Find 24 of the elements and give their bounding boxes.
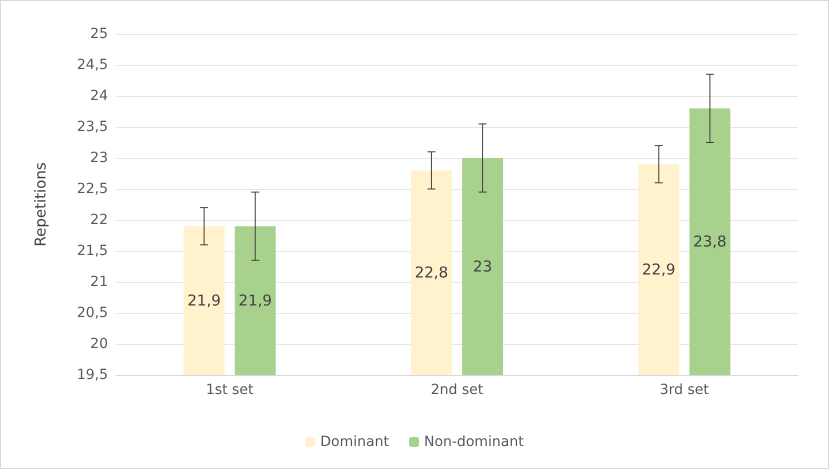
- y-tick-label: 21,5: [76, 243, 108, 259]
- x-tick-label: 1st set: [206, 382, 254, 398]
- x-tick-label: 3rd set: [660, 382, 710, 398]
- data-label: 21,9: [187, 292, 221, 310]
- y-tick-label: 23: [90, 150, 108, 166]
- data-label: 23: [473, 258, 492, 276]
- legend-label: Dominant: [320, 434, 390, 450]
- data-label: 22,8: [414, 264, 448, 282]
- y-tick-label: 25: [90, 26, 108, 42]
- data-label: 22,9: [642, 260, 676, 279]
- y-tick-label: 20,5: [76, 305, 108, 321]
- y-axis-title: Repetitions: [32, 162, 50, 247]
- y-tick-label: 22: [90, 212, 108, 228]
- y-tick-label: 24: [90, 88, 108, 104]
- legend-label: Non-dominant: [424, 434, 524, 450]
- data-label: 21,9: [238, 292, 272, 310]
- y-tick-label: 20: [90, 336, 108, 352]
- y-tick-label: 19,5: [76, 367, 108, 383]
- y-tick-label: 22,5: [76, 181, 108, 197]
- y-tick-label: 23,5: [76, 119, 108, 135]
- y-tick-label: 21: [90, 274, 108, 290]
- data-label: 23,8: [693, 232, 727, 251]
- x-tick-label: 2nd set: [430, 382, 484, 398]
- y-tick-label: 24,5: [76, 57, 108, 73]
